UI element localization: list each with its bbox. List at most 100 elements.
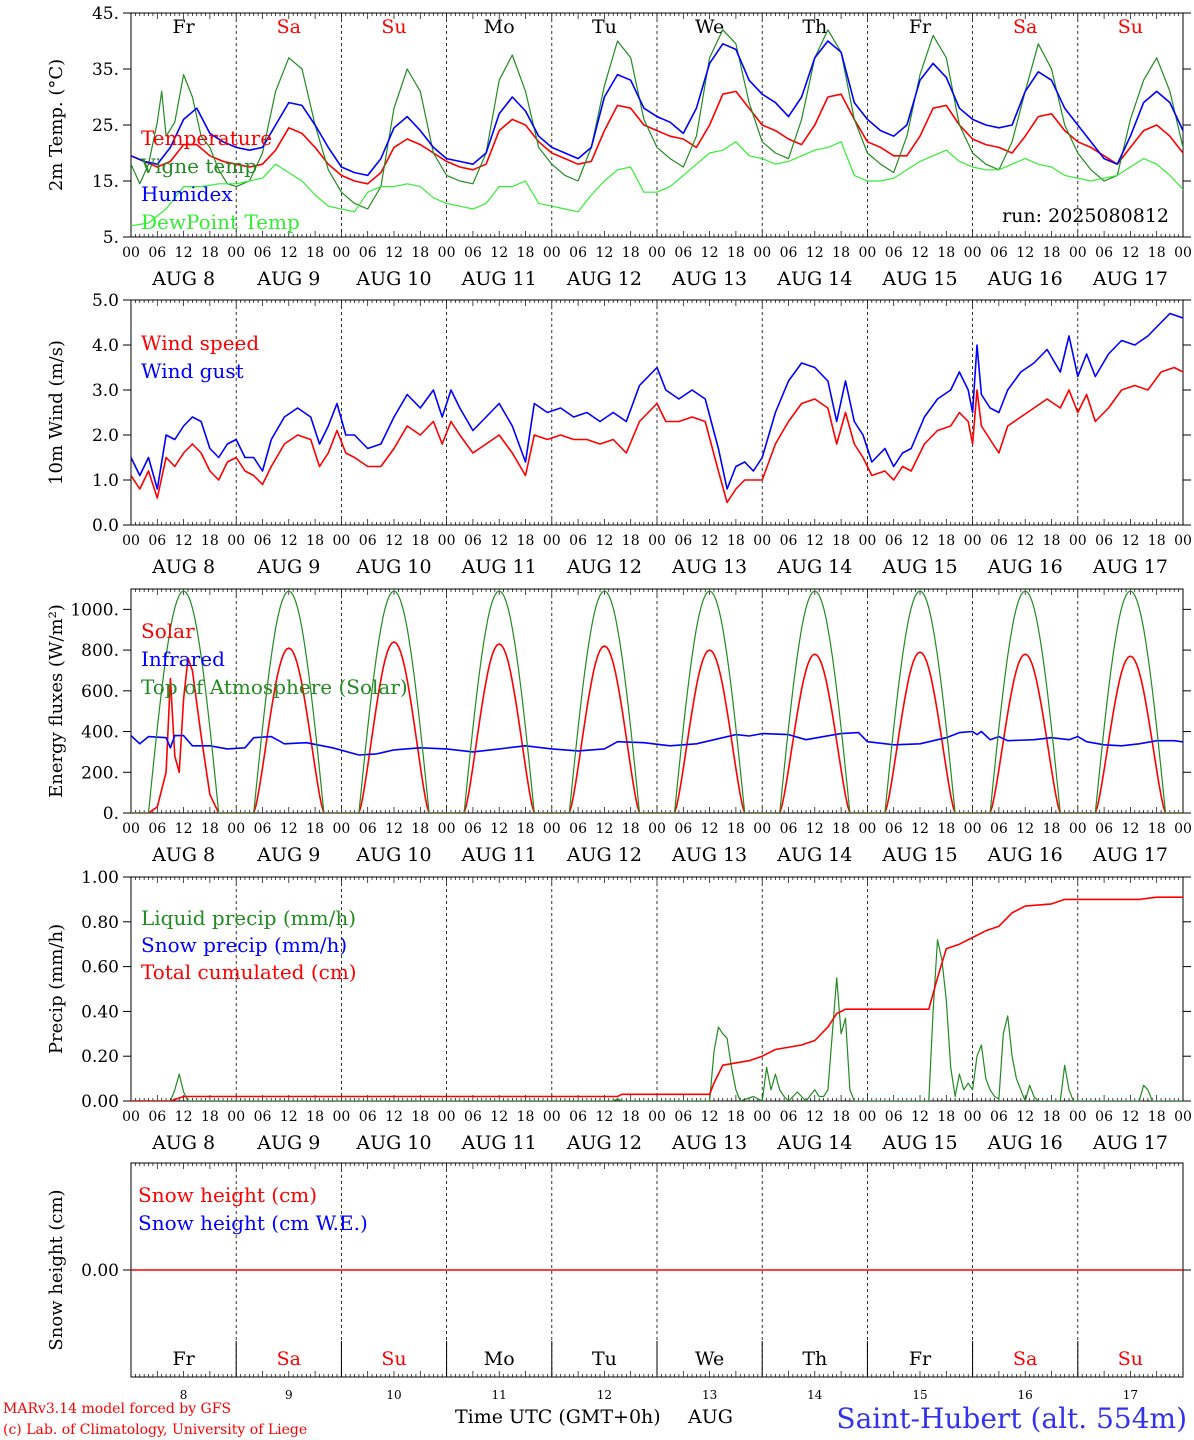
day-number-label: 13 xyxy=(702,1388,717,1402)
hour-label: 18 xyxy=(622,821,640,837)
hour-label: 00 xyxy=(858,533,876,549)
y-axis-title: Precip (mm/h) xyxy=(46,924,67,1054)
hour-label: 18 xyxy=(201,533,219,549)
date-label: AUG 12 xyxy=(566,268,642,290)
hour-label: 12 xyxy=(385,245,403,261)
date-label: AUG 8 xyxy=(151,844,215,866)
series-line-temperature xyxy=(131,90,1183,185)
plot-frame xyxy=(130,299,1184,526)
hour-label: 18 xyxy=(306,821,324,837)
hour-label: 06 xyxy=(464,821,482,837)
hour-label: 18 xyxy=(727,1109,745,1125)
series-line-wind-gust xyxy=(131,312,1183,490)
date-label: AUG 14 xyxy=(776,556,852,578)
hour-label: 06 xyxy=(148,821,166,837)
weekday-label: Su xyxy=(381,1348,406,1370)
series-line-solar xyxy=(131,641,1183,813)
date-label: AUG 15 xyxy=(881,844,957,866)
date-label: AUG 12 xyxy=(566,1132,642,1154)
hour-label: 06 xyxy=(359,1109,377,1125)
hour-label: 18 xyxy=(411,245,429,261)
hour-label: 12 xyxy=(806,821,824,837)
hour-label: 06 xyxy=(148,1109,166,1125)
hour-label: 12 xyxy=(701,533,719,549)
hour-label: 06 xyxy=(569,821,587,837)
date-label: AUG 15 xyxy=(881,1132,957,1154)
hour-label: 12 xyxy=(701,821,719,837)
hour-label: 06 xyxy=(359,821,377,837)
date-label: AUG 10 xyxy=(355,1132,431,1154)
hour-label: 00 xyxy=(332,245,350,261)
hour-label: 18 xyxy=(306,1109,324,1125)
y-tick-label: 800. xyxy=(81,641,119,661)
date-label: AUG 9 xyxy=(256,1132,320,1154)
model-credit: MARv3.14 model forced by GFS xyxy=(3,1401,231,1417)
hour-label: 00 xyxy=(1174,245,1192,261)
y-tick-label: 3.0 xyxy=(92,381,119,401)
weekday-label: Mo xyxy=(484,1348,515,1370)
hour-label: 12 xyxy=(490,1109,508,1125)
y-tick-label: 25. xyxy=(92,116,119,136)
day-number-label: 16 xyxy=(1018,1388,1033,1402)
y-axis-title: Snow height (cm) xyxy=(46,1189,67,1350)
panel-3: 0. 200. 400. 600. 800. 1000.Energy fluxes (W/… xyxy=(46,588,1192,866)
weekday-label: Fr xyxy=(909,1348,932,1370)
weekday-label: Su xyxy=(1118,16,1143,38)
series-line-humidex xyxy=(131,40,1183,177)
weekday-label: Su xyxy=(381,16,406,38)
month-label: AUG xyxy=(687,1406,733,1428)
hour-label: 00 xyxy=(964,1109,982,1125)
hour-label: 12 xyxy=(911,533,929,549)
day-number-label: 17 xyxy=(1123,1388,1138,1402)
hour-label: 00 xyxy=(227,245,245,261)
hour-label: 06 xyxy=(674,1109,692,1125)
legend-entry: Vigne temp xyxy=(140,154,257,178)
hour-label: 18 xyxy=(517,533,535,549)
weekday-label: Sa xyxy=(1013,16,1037,38)
hour-label: 12 xyxy=(1121,533,1139,549)
y-tick-label: 1000. xyxy=(70,600,119,620)
hour-label: 12 xyxy=(911,1109,929,1125)
y-tick-label: 4.0 xyxy=(92,336,119,356)
hour-label: 00 xyxy=(964,245,982,261)
legend-entry: Snow precip (mm/h) xyxy=(141,933,347,957)
hour-label: 18 xyxy=(1148,245,1166,261)
legend-entry: Snow height (cm) xyxy=(138,1183,317,1207)
date-label: AUG 16 xyxy=(987,556,1063,578)
date-label: AUG 12 xyxy=(566,556,642,578)
y-axis-title: 2m Temp. (°C) xyxy=(46,59,67,191)
series-line-total-cumulated-cm xyxy=(131,896,1183,1101)
hour-label: 00 xyxy=(858,1109,876,1125)
hour-label: 00 xyxy=(1069,1109,1087,1125)
hour-label: 18 xyxy=(1148,821,1166,837)
day-number-label: 15 xyxy=(912,1388,927,1402)
hour-label: 18 xyxy=(622,1109,640,1125)
hour-label: 12 xyxy=(595,533,613,549)
hour-label: 06 xyxy=(359,533,377,549)
date-label: AUG 13 xyxy=(671,1132,747,1154)
hour-label: 06 xyxy=(1095,1109,1113,1125)
y-tick-label: 200. xyxy=(81,763,119,783)
hour-label: 06 xyxy=(148,533,166,549)
hour-label: 00 xyxy=(964,533,982,549)
hour-label: 00 xyxy=(332,1109,350,1125)
date-label: AUG 9 xyxy=(256,268,320,290)
hour-label: 00 xyxy=(648,821,666,837)
hour-label: 12 xyxy=(175,821,193,837)
hour-label: 18 xyxy=(1043,1109,1061,1125)
hour-label: 18 xyxy=(622,245,640,261)
hour-label: 00 xyxy=(858,245,876,261)
panel-1: 5. 15. 25. 35. 45. 2m Temp. (°C) Fr Sa Su Mo Tu We T… xyxy=(46,4,1192,290)
hour-label: 00 xyxy=(227,821,245,837)
hour-label: 12 xyxy=(175,245,193,261)
hour-label: 12 xyxy=(911,245,929,261)
series-line-dewpoint-temp xyxy=(131,141,1183,227)
hour-label: 06 xyxy=(990,821,1008,837)
hour-label: 06 xyxy=(674,821,692,837)
hour-label: 12 xyxy=(490,821,508,837)
hour-label: 00 xyxy=(1069,533,1087,549)
date-label: AUG 8 xyxy=(151,1132,215,1154)
hour-label: 00 xyxy=(227,1109,245,1125)
y-tick-label: 0.00 xyxy=(81,1261,119,1281)
